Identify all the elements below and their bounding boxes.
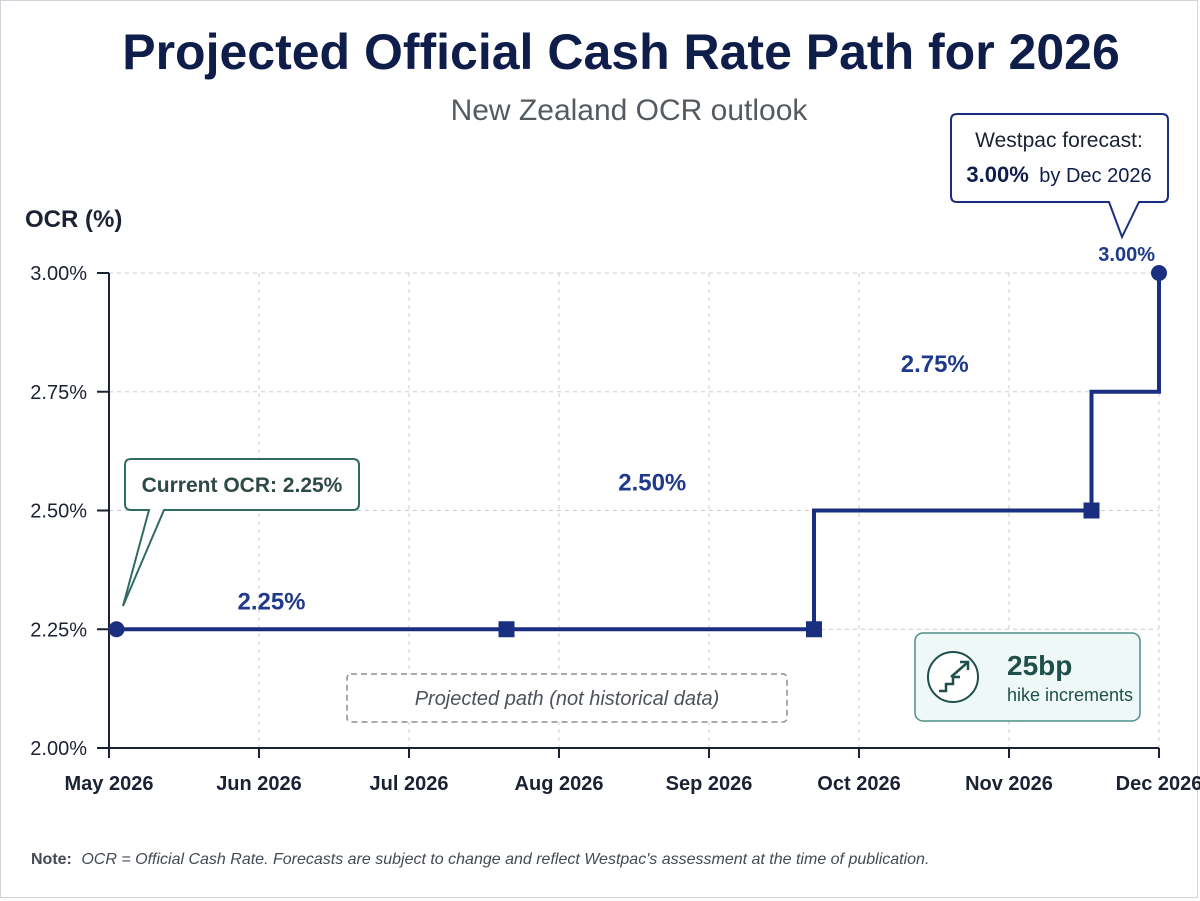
westpac-forecast-callout: Westpac forecast: 3.00% by Dec 2026 (950, 113, 1169, 240)
westpac-callout-shape (950, 113, 1169, 240)
ocr-point-square (806, 621, 822, 638)
current-ocr-callout-text: Current OCR: 2.25% (142, 474, 343, 497)
x-tick-label: May 2026 (65, 773, 154, 795)
current-ocr-callout: Current OCR: 2.25% (122, 458, 360, 607)
ocr-point-circle (1151, 265, 1167, 281)
ocr-point-square (498, 621, 515, 638)
segment-label: 2.75% (901, 351, 969, 378)
projected-path-text: Projected path (not historical data) (415, 688, 720, 710)
x-tick-label: Nov 2026 (965, 773, 1053, 795)
x-tick-label: Dec 2026 (1116, 773, 1200, 795)
x-tick-label: Sep 2026 (666, 773, 753, 795)
footnote-prefix: Note: (31, 851, 72, 868)
label-layer: 2.25% 2.50% 2.75% 3.00% (237, 244, 1155, 615)
hike-amount: 25bp (1007, 650, 1072, 681)
westpac-callout-line1: Westpac forecast: (975, 129, 1143, 152)
stairs-arrow-up-icon (927, 651, 979, 703)
westpac-callout-suffix: by Dec 2026 (1039, 165, 1151, 187)
y-tick-label: 2.75% (30, 382, 87, 404)
segment-label: 2.25% (237, 588, 305, 615)
hike-increment-box: 25bp hike increments (914, 632, 1141, 722)
ocr-step-line (116, 273, 1161, 632)
y-tick-label: 2.25% (30, 619, 87, 641)
ocr-point-circle (108, 621, 125, 638)
x-tick-label: Aug 2026 (515, 773, 604, 795)
chart-title: Projected Official Cash Rate Path for 20… (122, 24, 1120, 80)
projected-path-box (346, 673, 788, 723)
y-axis-label: OCR (%) (25, 206, 122, 233)
y-tick-label: 2.50% (30, 501, 87, 523)
hike-box-bg (914, 632, 1141, 722)
current-ocr-callout-shape (122, 458, 360, 607)
segment-label: 3.00% (1098, 244, 1155, 266)
ocr-point-square (1083, 502, 1100, 519)
series-layer (108, 265, 1167, 638)
y-tick-label: 3.00% (30, 263, 87, 285)
projected-path-note: Projected path (not historical data) (346, 673, 788, 723)
y-tick-label: 2.00% (30, 738, 87, 760)
chart-subtitle: New Zealand OCR outlook (451, 94, 809, 127)
footnote-text: OCR = Official Cash Rate. Forecasts are … (81, 851, 929, 868)
westpac-callout-value: 3.00% (966, 162, 1028, 187)
westpac-callout-line2: 3.00% by Dec 2026 (966, 162, 1151, 187)
hike-label: hike increments (1007, 685, 1133, 705)
axis-layer: 2.00% 2.25% 2.50% 2.75% 3.00% May 2026 Jun 202… (30, 263, 1200, 795)
x-tick-label: Oct 2026 (817, 773, 900, 795)
x-tick-label: Jul 2026 (370, 773, 449, 795)
segment-label: 2.50% (618, 470, 686, 497)
x-tick-label: Jun 2026 (216, 773, 302, 795)
footnote: Note: OCR = Official Cash Rate. Forecast… (31, 851, 929, 868)
